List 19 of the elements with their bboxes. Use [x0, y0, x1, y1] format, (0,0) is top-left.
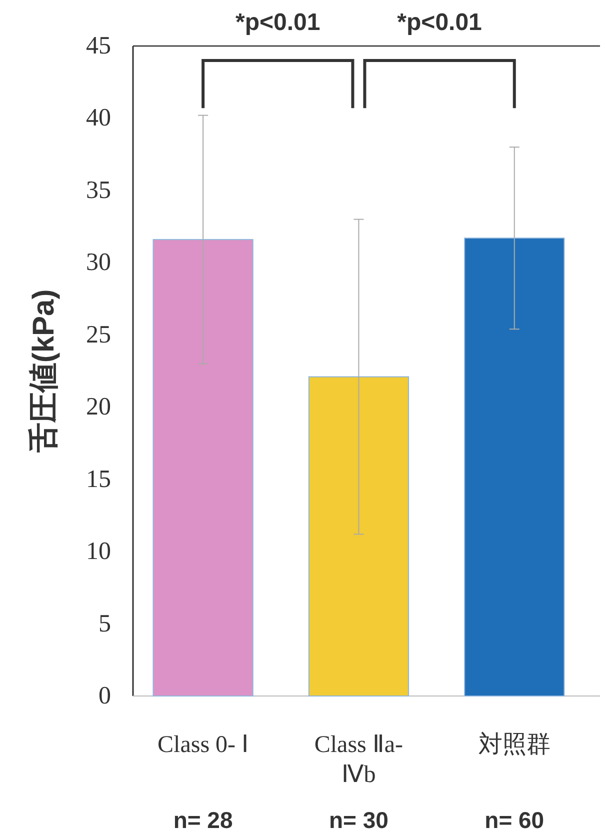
- y-tick-label: 35: [86, 176, 111, 204]
- y-tick-label: 25: [86, 321, 111, 348]
- text: n= 60: [484, 807, 544, 833]
- y-tick-label: 5: [98, 610, 111, 638]
- x-tick-label: Class 0- Ⅰ: [158, 732, 249, 758]
- y-tick-label: 0: [98, 682, 111, 710]
- y-axis-title: 舌圧値(kPa): [28, 289, 60, 454]
- text: n= 28: [173, 807, 233, 833]
- text: *p<0.01: [397, 9, 482, 36]
- y-tick-label: 45: [86, 32, 111, 60]
- text: *p<0.01: [236, 9, 320, 36]
- x-tick-label: 対照群: [478, 731, 550, 758]
- y-tick-label: 40: [86, 104, 111, 132]
- text: n= 30: [328, 807, 388, 833]
- y-tick-label: 10: [86, 538, 111, 566]
- y-tick-label: 15: [86, 466, 111, 493]
- x-tick-label: Class Ⅱa- Ⅳb: [314, 732, 404, 788]
- y-tick-label: 20: [86, 394, 111, 421]
- y-tick-label: 30: [86, 249, 111, 276]
